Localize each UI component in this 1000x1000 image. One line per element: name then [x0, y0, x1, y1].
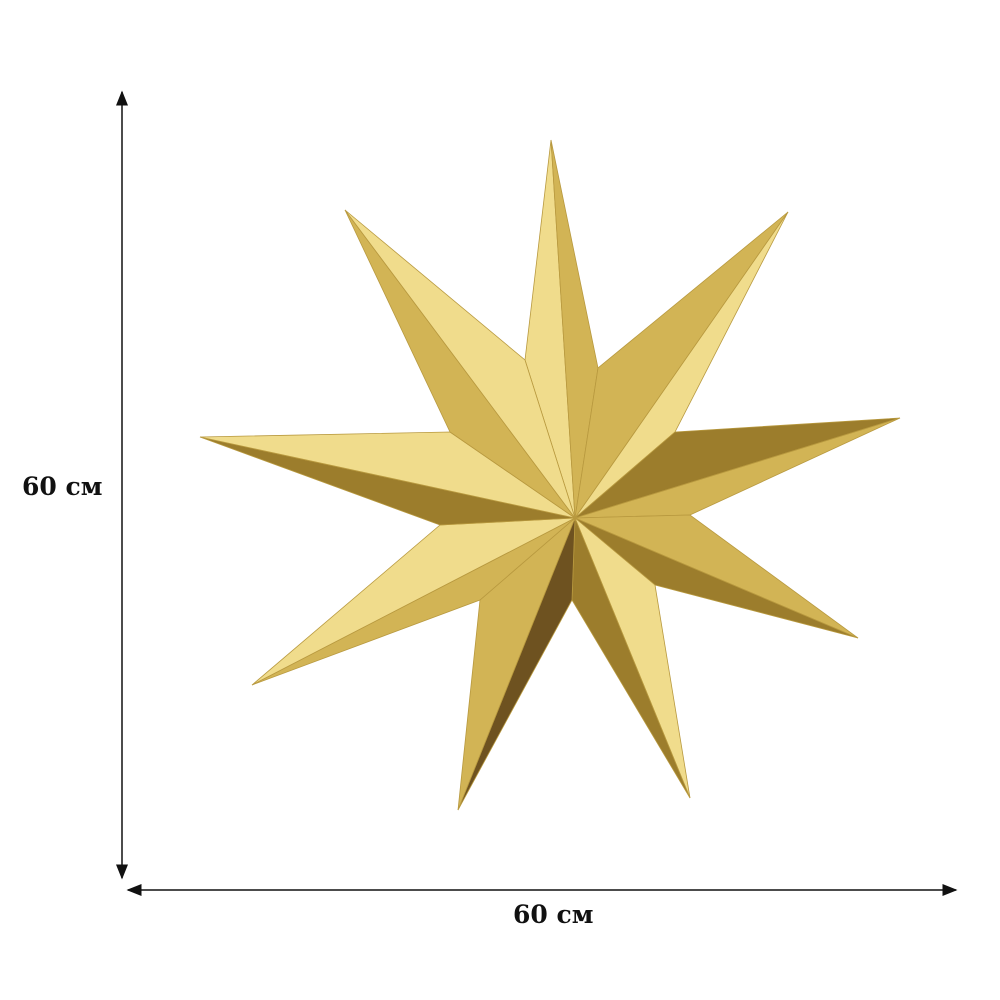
width-label: 60 см	[513, 900, 594, 929]
gold-star-icon	[199, 139, 901, 811]
height-label: 60 см	[22, 472, 103, 501]
star-facet	[344, 209, 576, 519]
